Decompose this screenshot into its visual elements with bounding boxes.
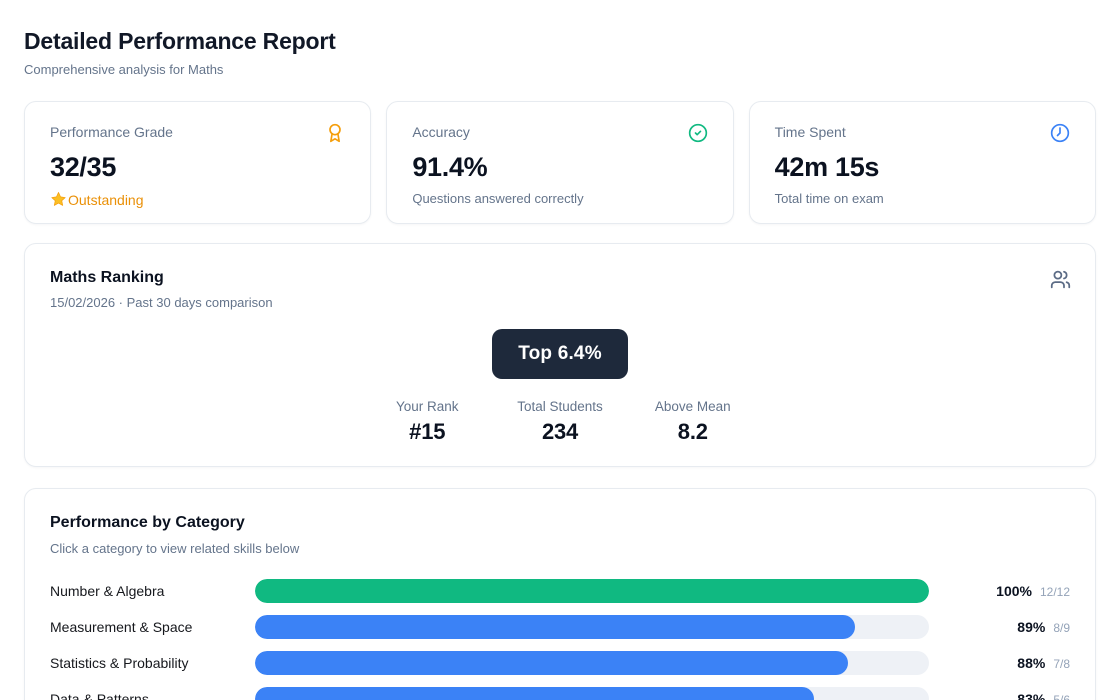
category-label: Data & Patterns [50,691,149,700]
your-rank-label: Your Rank [395,399,459,414]
category-card-title: Performance by Category [50,514,245,531]
your-rank-value: #15 [409,419,446,444]
performance-grade-value: 32/35 [50,152,117,182]
category-fraction: 12/12 [1039,585,1070,599]
category-percent: 88% [1017,655,1046,671]
category-bar-track [255,687,929,700]
category-fraction: 5/6 [1053,693,1070,700]
page-subtitle: Comprehensive analysis for Maths [24,62,224,77]
performance-grade-note: Outstanding [68,191,144,208]
ranking-title: Maths Ranking [50,269,164,286]
category-bar-track [255,651,929,675]
category-row-number-algebra[interactable]: Number & Algebra 100% 12/12 [50,573,1070,609]
performance-grade-label: Performance Grade [50,124,173,140]
performance-by-category-card: Performance by Category Click a category… [24,488,1096,700]
category-bar-track [255,615,929,639]
check-circle-icon [688,123,708,143]
maths-ranking-card: Maths Ranking 15/02/2026 · Past 30 days … [24,243,1096,467]
category-card-subtitle: Click a category to view related skills … [50,541,300,556]
category-bar-track [255,579,929,603]
top-percent-badge: Top 6.4% [492,329,628,379]
star-icon [50,191,67,208]
category-label: Measurement & Space [50,619,193,635]
category-percent: 100% [996,583,1032,599]
category-label: Statistics & Probability [50,655,189,671]
clock-icon [1050,123,1070,143]
total-students-label: Total Students [517,399,603,414]
ranking-body: Top 6.4% Your Rank #15 Total Students 23… [50,310,1070,445]
performance-grade-card: Performance Grade 32/35 Outstanding [24,101,372,224]
accuracy-note: Questions answered correctly [412,191,584,206]
category-bar-fill [255,615,855,639]
above-mean-value: 8.2 [677,419,708,444]
category-row-statistics-probability[interactable]: Statistics & Probability 88% 7/8 [50,645,1070,681]
accuracy-value: 91.4% [412,152,488,182]
category-percent: 89% [1017,619,1046,635]
award-icon [325,123,345,143]
above-mean-label: Above Mean [654,399,731,414]
accuracy-card: Accuracy 91.4% Questions answered correc… [386,101,734,224]
category-percent: 83% [1017,691,1046,700]
performance-grade-badge: Outstanding [50,191,345,208]
total-students-stat: Total Students 234 [517,399,603,445]
category-rows: Number & Algebra 100% 12/12 Measurement … [50,573,1070,700]
category-row-data-patterns[interactable]: Data & Patterns 83% 5/6 [50,681,1070,700]
category-row-measurement-space[interactable]: Measurement & Space 89% 8/9 [50,609,1070,645]
ranking-subtitle: 15/02/2026 · Past 30 days comparison [50,295,273,310]
page-title: Detailed Performance Report [24,28,336,54]
time-spent-card: Time Spent 42m 15s Total time on exam [748,101,1096,224]
total-students-value: 234 [541,419,579,444]
category-fraction: 8/9 [1053,621,1070,635]
category-bar-fill [255,651,849,675]
accuracy-label: Accuracy [412,124,470,140]
ranking-stats-row: Your Rank #15 Total Students 234 Above M… [389,399,731,445]
stat-cards-row: Performance Grade 32/35 Outstanding Accu… [24,101,1096,224]
above-mean-stat: Above Mean 8.2 [655,399,731,445]
category-bar-fill [255,687,815,700]
category-label: Number & Algebra [50,583,165,599]
users-icon [1050,269,1071,289]
time-spent-note: Total time on exam [774,191,884,206]
time-spent-value: 42m 15s [774,152,880,182]
time-spent-label: Time Spent [774,124,846,140]
category-bar-fill [255,579,929,603]
your-rank-stat: Your Rank #15 [389,399,465,445]
category-fraction: 7/8 [1053,657,1070,671]
